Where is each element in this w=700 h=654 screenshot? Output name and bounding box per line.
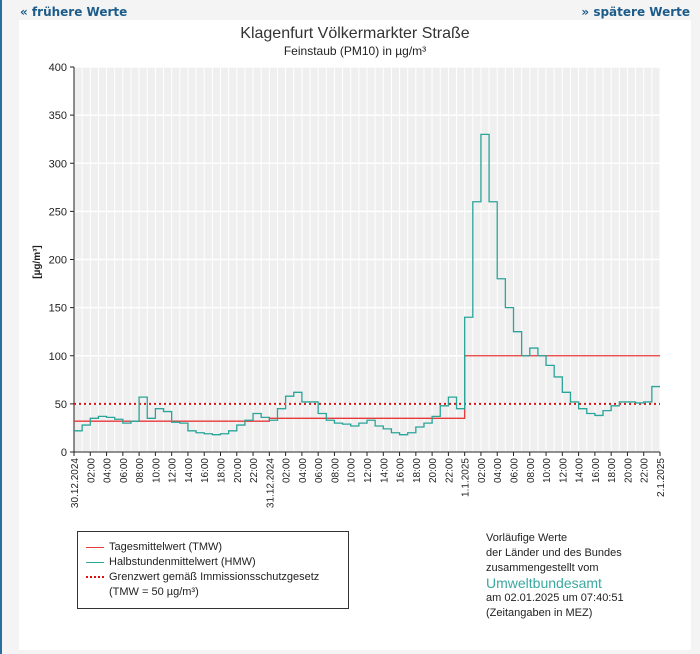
agency-name: Umweltbundesamt (486, 575, 602, 591)
x-tick-label: 18:00 (607, 458, 618, 483)
legend-item-hmw: Halbstundenmittelwert (HMW) (86, 556, 256, 568)
x-tick-label: 08:00 (135, 458, 146, 483)
x-tick-label: 16:00 (200, 458, 211, 483)
x-tick-label: 10:00 (542, 458, 553, 483)
red-line-swatch-icon (86, 546, 104, 548)
x-tick-label: 2.1.2025 (656, 458, 667, 497)
info-line: zusammengestellt vom (486, 562, 599, 574)
hmw-series-line (74, 133, 660, 436)
x-tick-label: 04:00 (493, 458, 504, 483)
x-tick-label: 06:00 (314, 458, 325, 483)
x-tick-label: 06:00 (119, 458, 130, 483)
x-tick-label: 30.12.2024 (70, 458, 81, 508)
y-tick-label: 300 (49, 158, 67, 170)
x-tick-label: 08:00 (330, 458, 341, 483)
y-tick-label: 100 (49, 351, 67, 363)
legend-label: Halbstundenmittelwert (HMW) (109, 556, 256, 568)
y-tick-label: 350 (49, 110, 67, 122)
x-tick-label: 06:00 (510, 458, 521, 483)
x-tick-label: 02:00 (477, 458, 488, 483)
x-tick-label: 14:00 (184, 458, 195, 483)
x-tick-label: 16:00 (396, 458, 407, 483)
legend: Tagesmittelwert (TMW) Halbstundenmittelw… (77, 531, 349, 609)
x-tick-label: 18:00 (217, 458, 228, 483)
x-tick-label: 22:00 (444, 458, 455, 483)
chart-subtitle: Feinstaub (PM10) in µg/m³ (284, 44, 426, 58)
x-tick-label: 12:00 (558, 458, 569, 483)
tmw-series-line (74, 355, 660, 422)
x-tick-label: 16:00 (591, 458, 602, 483)
data-source-info: Vorläufige Werte der Länder und des Bund… (486, 531, 624, 621)
x-tick-label: 1.1.2025 (461, 458, 472, 497)
info-line: der Länder und des Bundes (486, 547, 622, 559)
y-tick-label: 50 (55, 399, 67, 411)
x-tick-label: 20:00 (233, 458, 244, 483)
x-tick-label: 04:00 (298, 458, 309, 483)
dotted-line-swatch-icon (86, 576, 104, 578)
x-tick-label: 10:00 (347, 458, 358, 483)
y-axis-label: [µg/m³] (32, 245, 43, 279)
y-tick-label: 400 (49, 62, 67, 74)
legend-limit-note: (TMW = 50 µg/m³) (109, 586, 199, 598)
info-line: Vorläufige Werte (486, 532, 568, 544)
y-tick-label: 150 (49, 303, 67, 315)
x-tick-label: 22:00 (249, 458, 260, 483)
x-tick-label: 10:00 (151, 458, 162, 483)
x-tick-label: 04:00 (103, 458, 114, 483)
x-tick-label: 14:00 (575, 458, 586, 483)
x-tick-label: 20:00 (428, 458, 439, 483)
x-tick-label: 18:00 (412, 458, 423, 483)
timezone-note: (Zeitangaben in MEZ) (486, 607, 593, 619)
teal-line-swatch-icon (86, 561, 104, 563)
x-tick-label: 22:00 (640, 458, 651, 483)
legend-label: Grenzwert gemäß Immissionsschutzgesetz (109, 571, 320, 583)
x-tick-label: 02:00 (282, 458, 293, 483)
x-tick-label: 20:00 (623, 458, 634, 483)
x-tick-label: 31.12.2024 (265, 458, 276, 508)
y-tick-label: 200 (49, 255, 67, 267)
x-tick-label: 12:00 (363, 458, 374, 483)
x-tick-label: 08:00 (526, 458, 537, 483)
timestamp: am 02.01.2025 um 07:40:51 (486, 592, 624, 604)
previous-values-link[interactable]: « frühere Werte (20, 5, 128, 19)
x-tick-label: 12:00 (168, 458, 179, 483)
chart-title: Klagenfurt Völkermarkter Straße (240, 25, 470, 42)
legend-label: Tagesmittelwert (TMW) (109, 541, 223, 553)
pm10-chart: Klagenfurt Völkermarkter Straße Feinstau… (32, 25, 667, 508)
legend-item-limit: Grenzwert gemäß Immissionsschutzgesetz (86, 571, 319, 583)
y-tick-label: 0 (61, 447, 67, 459)
y-tick-label: 250 (49, 206, 67, 218)
x-tick-label: 14:00 (379, 458, 390, 483)
legend-item-tmw: Tagesmittelwert (TMW) (86, 541, 222, 553)
next-values-link[interactable]: » spätere Werte (581, 5, 690, 19)
x-tick-label: 02:00 (86, 458, 97, 483)
